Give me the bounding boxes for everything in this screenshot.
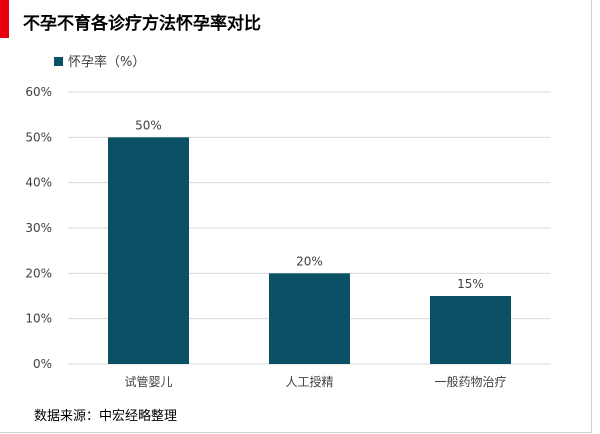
x-axis-labels: 试管婴儿 人工授精 一般药物治疗: [124, 374, 506, 389]
bar: [430, 296, 511, 364]
data-source-note: 数据来源：中宏经略整理: [34, 409, 178, 424]
y-tick-label: 0%: [33, 357, 52, 371]
title-accent-bar: [0, 0, 9, 38]
y-tick-label: 30%: [25, 221, 52, 235]
legend: 怀孕率（%）: [54, 54, 145, 70]
bar: [108, 137, 189, 364]
y-tick-label: 10%: [25, 312, 52, 326]
y-tick-label: 40%: [25, 176, 52, 190]
chart-title: 不孕不育各诊疗方法怀孕率对比: [23, 14, 261, 34]
x-category-label: 人工授精: [285, 374, 333, 389]
y-axis-ticks: 0% 10% 20% 30% 40% 50% 60%: [25, 85, 52, 371]
data-label: 15%: [457, 277, 484, 291]
legend-label: 怀孕率（%）: [68, 54, 145, 70]
y-tick-label: 60%: [25, 85, 52, 99]
data-labels: 50% 20% 15%: [135, 118, 484, 291]
data-label: 20%: [296, 254, 323, 268]
bars: [108, 137, 511, 364]
bar: [269, 273, 350, 364]
y-tick-label: 20%: [25, 266, 52, 280]
data-label: 50%: [135, 118, 162, 132]
y-tick-label: 50%: [25, 130, 52, 144]
legend-swatch: [54, 57, 63, 66]
x-category-label: 试管婴儿: [124, 374, 172, 389]
x-category-label: 一般药物治疗: [434, 374, 506, 389]
